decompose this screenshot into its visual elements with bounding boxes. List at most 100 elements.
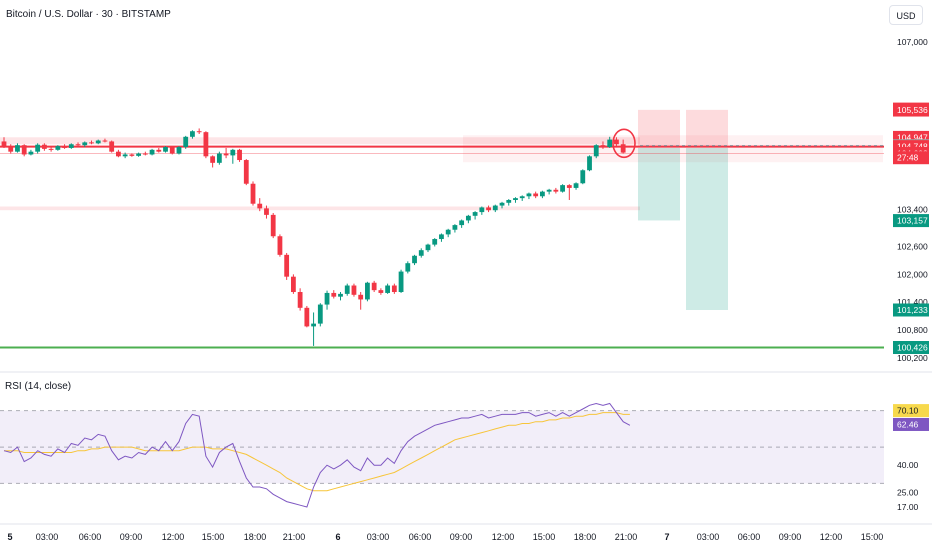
time-axis-label: 09:00	[779, 532, 802, 542]
candle-body	[445, 229, 451, 235]
candle-body	[553, 189, 559, 192]
rsi-badge	[893, 417, 929, 431]
candle-body	[506, 200, 512, 203]
candle-body	[479, 207, 485, 213]
price-tick-label: 101,400	[897, 297, 928, 307]
candle-body	[405, 263, 411, 272]
rsi-title[interactable]: RSI (14, close)	[5, 381, 72, 392]
time-axis-label: 15:00	[861, 532, 884, 542]
candle-body	[149, 149, 155, 155]
candle-body	[1, 141, 7, 147]
candle-body	[122, 154, 128, 157]
symbol-title[interactable]: Bitcoin / U.S. Dollar · 30 · BITSTAMP	[6, 9, 171, 20]
price-tick-label: 107,000	[897, 37, 928, 47]
candle-body	[391, 285, 397, 293]
candle-body	[203, 132, 209, 157]
rsi-tick-label: 25.00	[897, 487, 919, 497]
price-badge	[893, 103, 929, 117]
price-badge	[893, 303, 929, 317]
support-zone-upper	[0, 206, 640, 211]
price-tick-label: 100,200	[897, 353, 928, 363]
time-axis-label: 15:00	[533, 532, 556, 542]
candle-body	[351, 285, 357, 295]
candle-body	[270, 214, 276, 237]
time-axis-label: 06:00	[79, 532, 102, 542]
time-axis-label: 18:00	[574, 532, 597, 542]
candle-body	[526, 193, 532, 197]
resistance-zone	[0, 137, 640, 145]
candle-body	[183, 136, 189, 148]
candle-body	[48, 148, 54, 150]
candle-body	[163, 147, 168, 152]
candle-body	[311, 323, 316, 327]
candle-body	[465, 215, 471, 221]
candle-body	[116, 151, 121, 157]
rsi-badge	[893, 404, 929, 418]
candle-body	[566, 185, 572, 188]
candle-body	[324, 292, 330, 305]
candle-body	[41, 144, 47, 149]
candle-body	[250, 183, 256, 204]
candle-body	[331, 292, 337, 297]
position-target-box	[638, 147, 680, 221]
candle-body	[196, 131, 202, 133]
time-axis-label: 5	[7, 532, 12, 542]
rsi-tick-label: 17.00	[897, 502, 919, 512]
price-tick-label: 102,000	[897, 269, 928, 279]
resistance-zone-ext	[463, 135, 883, 163]
price-badge-label: 104,947	[897, 132, 928, 142]
candle-body	[317, 304, 323, 324]
price-badge-label: 105,536	[897, 105, 928, 115]
rsi-line	[3, 402, 631, 508]
rsi-badge-label: 70.10	[897, 406, 919, 416]
candle-body	[439, 234, 444, 240]
candle-body	[35, 144, 41, 152]
candle-body	[156, 149, 162, 152]
candle-body	[109, 141, 115, 152]
position-stop-box	[638, 109, 680, 147]
time-axis-label: 09:00	[450, 532, 473, 542]
candle-body	[614, 139, 619, 145]
time-axis-label: 09:00	[120, 532, 143, 542]
candle-body	[459, 220, 465, 226]
candle-body	[472, 212, 478, 216]
candle-body	[8, 146, 14, 152]
candle-body	[378, 290, 384, 293]
candle-body	[169, 147, 175, 154]
candle-body	[21, 145, 27, 155]
candle-body	[412, 255, 417, 264]
candle-body	[580, 170, 586, 184]
candle-body	[492, 205, 498, 211]
candle-body	[257, 203, 263, 209]
candle-body	[432, 239, 438, 245]
candle-body	[519, 196, 525, 199]
time-axis-label: 15:00	[202, 532, 225, 542]
candle-body	[102, 140, 108, 142]
candle-body	[237, 149, 242, 161]
candle-body	[533, 193, 539, 197]
position-target-box-2	[686, 147, 728, 310]
candle-body	[284, 254, 290, 277]
currency-button[interactable]: USD	[889, 5, 923, 25]
candle-body	[546, 189, 552, 192]
candle-body	[499, 202, 505, 206]
candle-body	[600, 145, 606, 148]
candle-body	[277, 236, 283, 255]
candle-body	[15, 145, 20, 152]
candle-body	[62, 146, 67, 148]
time-axis-label: 12:00	[162, 532, 185, 542]
candle-body	[452, 225, 458, 230]
candle-body	[243, 160, 249, 184]
position-stop-box-2	[686, 109, 728, 147]
price-badge	[893, 151, 929, 165]
time-axis-label: 7	[664, 532, 669, 542]
candle-body	[89, 142, 94, 144]
candle-body	[210, 156, 216, 163]
candle-body	[129, 154, 135, 156]
rsi-tick-label: 40.00	[897, 460, 919, 470]
candle-body	[136, 153, 141, 156]
candle-body	[587, 156, 592, 171]
candle-body	[95, 140, 101, 144]
